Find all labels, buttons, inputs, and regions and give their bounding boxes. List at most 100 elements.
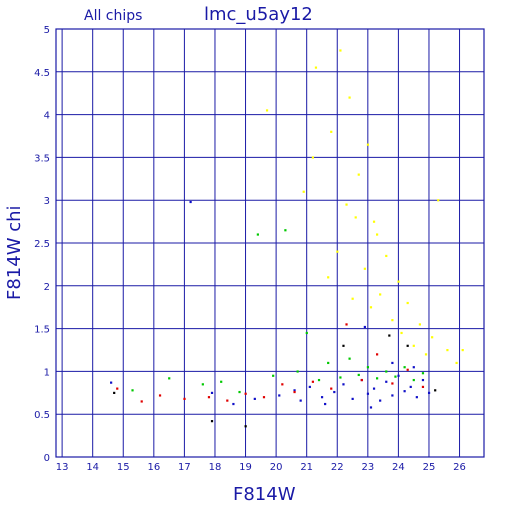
data-point	[403, 366, 406, 369]
x-tick-label: 26	[453, 462, 466, 473]
data-point	[327, 276, 330, 279]
y-tick-label: 4	[44, 111, 50, 122]
chart-title: lmc_u5ay12	[204, 4, 313, 25]
x-tick-label: 22	[331, 462, 344, 473]
y-tick-label: 0	[44, 453, 50, 464]
data-point	[226, 399, 229, 402]
data-point	[116, 387, 119, 390]
data-point	[385, 380, 388, 383]
data-point	[424, 353, 428, 356]
data-point	[110, 381, 113, 384]
data-point	[348, 96, 351, 99]
data-point	[345, 323, 348, 326]
x-tick-label: 17	[178, 462, 191, 473]
x-tick-label: 20	[270, 462, 283, 473]
data-point	[333, 390, 336, 394]
x-tick-label: 25	[423, 462, 436, 473]
data-point	[278, 394, 281, 397]
point-series	[113, 334, 437, 428]
chart-subtitle: All chips	[84, 8, 142, 24]
x-tick-label: 19	[239, 462, 252, 473]
data-point	[406, 368, 409, 371]
point-series	[110, 200, 431, 409]
data-point	[391, 361, 394, 365]
data-point	[327, 361, 330, 365]
data-point	[244, 392, 247, 395]
data-point	[210, 391, 214, 394]
point-series	[265, 49, 464, 365]
data-point	[183, 397, 186, 400]
data-point	[238, 390, 241, 394]
data-point	[140, 400, 143, 403]
y-tick-label: 3.5	[34, 153, 50, 164]
y-axis-label: F814W chi	[4, 205, 25, 300]
data-point	[434, 389, 437, 392]
data-point	[372, 220, 376, 223]
x-tick-label: 21	[300, 462, 313, 473]
data-point	[366, 143, 370, 146]
x-tick-labels: 13 14 15 16 17 18 19 20 21 22 23 24 25 26	[56, 462, 466, 473]
data-point	[446, 349, 449, 352]
data-point	[317, 378, 321, 382]
data-point	[455, 361, 458, 365]
y-tick-label: 2.5	[34, 239, 50, 250]
data-point	[265, 109, 269, 112]
data-point	[403, 390, 406, 393]
data-point	[391, 319, 394, 322]
x-tick-label: 23	[361, 462, 374, 473]
data-point	[272, 374, 275, 377]
data-point	[376, 353, 379, 356]
data-point	[412, 366, 415, 369]
data-point	[397, 374, 400, 377]
data-point	[391, 382, 394, 385]
data-point	[342, 344, 345, 347]
data-point	[369, 406, 373, 409]
data-point	[158, 394, 162, 397]
data-point	[168, 377, 171, 380]
data-point	[293, 389, 296, 392]
data-point	[406, 301, 409, 305]
y-tick-label: 1.5	[34, 325, 50, 336]
grid	[56, 28, 484, 458]
y-tick-label: 1	[44, 367, 50, 378]
data-point	[437, 199, 440, 202]
data-point	[339, 49, 342, 52]
data-point	[284, 229, 287, 232]
data-point	[372, 387, 376, 390]
x-tick-label: 18	[209, 462, 222, 473]
data-point	[388, 334, 391, 337]
data-point	[336, 250, 339, 253]
data-point	[131, 389, 134, 392]
data-point	[363, 267, 366, 270]
data-point	[314, 66, 318, 69]
x-tick-label: 24	[392, 462, 405, 473]
data-point	[360, 378, 363, 382]
data-point	[324, 402, 327, 406]
y-tick-label: 5	[44, 25, 50, 36]
data-point	[296, 370, 299, 373]
data-point	[379, 399, 382, 402]
data-point	[412, 344, 415, 347]
data-point	[256, 233, 259, 236]
data-point	[210, 420, 214, 423]
y-tick-label: 3	[44, 196, 50, 207]
data-point	[354, 216, 357, 219]
data-points	[110, 49, 464, 428]
data-point	[201, 383, 204, 386]
point-series	[131, 229, 425, 394]
data-point	[244, 425, 247, 428]
data-point	[357, 373, 360, 377]
x-tick-label: 16	[147, 462, 160, 473]
x-tick-label: 13	[56, 462, 69, 473]
data-point	[330, 130, 333, 133]
data-point	[308, 385, 311, 389]
point-series	[116, 323, 425, 403]
data-point	[339, 376, 342, 379]
data-point	[320, 396, 324, 399]
data-point	[376, 377, 379, 380]
data-point	[311, 156, 314, 159]
data-point	[207, 396, 211, 399]
data-point	[189, 200, 192, 204]
data-point	[305, 331, 308, 335]
